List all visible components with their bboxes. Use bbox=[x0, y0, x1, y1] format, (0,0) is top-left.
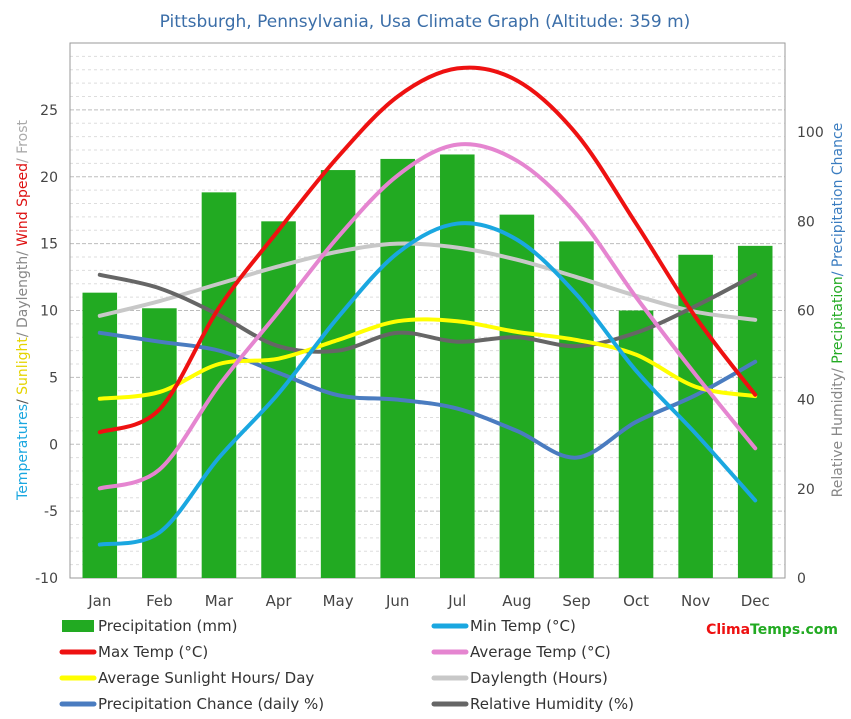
legend-label-daylength-hours: Daylength (Hours) bbox=[470, 669, 608, 687]
plot-frame bbox=[69, 42, 786, 579]
x-tick-label-may: May bbox=[323, 592, 354, 610]
series-line-relative-humidity bbox=[97, 272, 758, 354]
brand-logo[interactable]: ClimaTemps.com bbox=[706, 622, 838, 638]
left-axis-label-part: / bbox=[15, 395, 31, 404]
legend-label-relative-humidity: Relative Humidity (%) bbox=[470, 695, 634, 713]
precipitation-bar-may bbox=[320, 170, 356, 578]
x-tick-label-apr: Apr bbox=[266, 592, 293, 610]
y-left-tick-label: -10 bbox=[35, 571, 58, 587]
legend-label-min-temp-c: Min Temp (°C) bbox=[470, 617, 576, 635]
precipitation-bar-jul bbox=[440, 154, 475, 579]
y-right-tick-label: 40 bbox=[797, 393, 815, 409]
legend: Precipitation (mm) Min Temp (°C) Max Temp … bbox=[59, 617, 634, 713]
y-left-tick-label: -5 bbox=[44, 504, 58, 520]
x-tick-label-jan: Jan bbox=[87, 592, 111, 610]
y-left-tick-label: 20 bbox=[40, 170, 58, 186]
x-tick-label-feb: Feb bbox=[146, 592, 173, 610]
brand-text: Temps bbox=[750, 622, 800, 638]
legend-label-max-temp-c: Max Temp (°C) bbox=[98, 643, 208, 661]
x-tick-label-jun: Jun bbox=[385, 592, 409, 610]
chart-title: Pittsburgh, Pennsylvania, Usa Climate Gr… bbox=[160, 12, 691, 32]
right-axis-label: Relative Humidity/ Precipitation/ Precip… bbox=[830, 123, 846, 498]
x-tick-label-nov: Nov bbox=[681, 592, 710, 610]
y-right-tick-label: 100 bbox=[797, 125, 824, 141]
series-lines bbox=[97, 65, 758, 547]
precipitation-bar-jun bbox=[380, 158, 415, 578]
x-tick-label-jul: Jul bbox=[447, 592, 466, 610]
x-tick-label-mar: Mar bbox=[205, 592, 234, 610]
y-left-tick-label: 10 bbox=[40, 304, 58, 320]
series-line-precipitation-chance-daily bbox=[97, 330, 758, 460]
series-line-daylength-hours bbox=[97, 241, 758, 322]
precipitation-bar-aug bbox=[499, 214, 535, 579]
precipitation-bar-dec bbox=[737, 245, 773, 578]
left-axis-label: Temperatures/ Sunlight/ Daylength/ Wind … bbox=[15, 120, 31, 501]
legend-label-precipitation-mm: Precipitation (mm) bbox=[98, 617, 237, 635]
left-axis-label-part: / Daylength/ bbox=[15, 247, 31, 338]
precipitation-bar-apr bbox=[261, 221, 296, 579]
y-left-tick-label: 5 bbox=[49, 370, 58, 386]
axes: -10 -5 0 5 10 15 20 25 0 20 40 60 80 100 Jan Feb Mar Apr M… bbox=[35, 103, 824, 610]
legend-label-average-sunlight-hours-day: Average Sunlight Hours/ Day bbox=[98, 669, 314, 687]
x-tick-label-aug: Aug bbox=[502, 592, 531, 610]
left-axis-label-part: Sunlight bbox=[15, 337, 31, 395]
brand-text: .com bbox=[800, 622, 838, 638]
left-axis-label-part: Wind Speed bbox=[15, 163, 31, 247]
series-line-max-temp-c bbox=[97, 65, 758, 435]
series-line-average-temp-c bbox=[97, 142, 758, 491]
right-axis-label-part: Relative Humidity/ bbox=[830, 364, 846, 498]
precipitation-bar-nov bbox=[678, 254, 713, 579]
right-axis-label-part: Precipitation bbox=[830, 276, 846, 364]
grid bbox=[69, 42, 786, 579]
left-axis-label-part: Temperatures bbox=[15, 404, 31, 501]
y-right-tick-label: 0 bbox=[797, 571, 806, 587]
precipitation-bar-sep bbox=[559, 241, 594, 579]
legend-swatch-precipitation-mm bbox=[62, 620, 94, 632]
y-right-tick-label: 20 bbox=[797, 482, 815, 498]
legend-label-average-temp-c: Average Temp (°C) bbox=[470, 643, 611, 661]
left-axis-label-part: / Frost bbox=[15, 120, 31, 164]
y-left-tick-label: 25 bbox=[40, 103, 58, 119]
x-tick-label-oct: Oct bbox=[623, 592, 649, 610]
series-line-average-sunlight-hours-day bbox=[97, 317, 758, 401]
x-tick-label-dec: Dec bbox=[741, 592, 770, 610]
right-axis-label-part: / Precipitation Chance bbox=[830, 123, 846, 277]
brand-text: Clima bbox=[706, 622, 750, 638]
x-tick-label-sep: Sep bbox=[562, 592, 590, 610]
legend-label-precipitation-chance-daily: Precipitation Chance (daily %) bbox=[98, 695, 324, 713]
series-line-min-temp-c bbox=[97, 221, 758, 547]
y-left-tick-label: 15 bbox=[40, 237, 58, 253]
y-right-tick-label: 60 bbox=[797, 304, 815, 320]
y-right-tick-label: 80 bbox=[797, 214, 815, 230]
y-left-tick-label: 0 bbox=[49, 437, 58, 453]
precipitation-bar-jan bbox=[82, 292, 118, 578]
